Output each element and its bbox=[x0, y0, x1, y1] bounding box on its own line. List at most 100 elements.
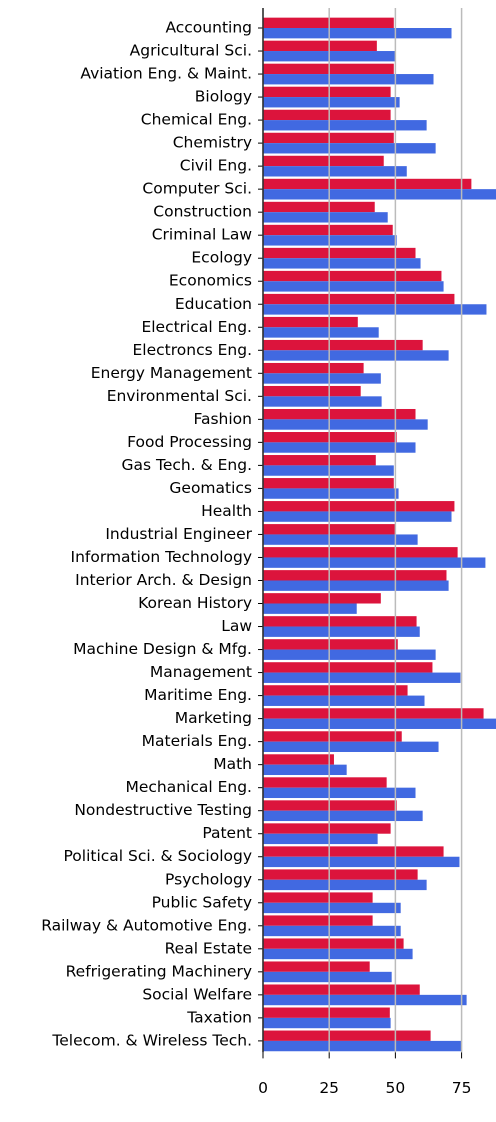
y-tick-label: Materials Eng. bbox=[142, 732, 252, 750]
bar bbox=[263, 350, 449, 361]
bar bbox=[263, 327, 379, 338]
y-tick-label: Education bbox=[175, 295, 252, 313]
bar bbox=[263, 339, 423, 351]
bar bbox=[263, 856, 460, 868]
bar bbox=[263, 557, 486, 568]
y-tick-label: Maritime Eng. bbox=[144, 686, 252, 704]
y-tick-label: Chemistry bbox=[173, 134, 252, 152]
bar bbox=[263, 293, 455, 305]
bar bbox=[263, 40, 377, 52]
bar bbox=[263, 1017, 391, 1029]
bar bbox=[263, 408, 416, 420]
bar bbox=[263, 685, 408, 696]
bar bbox=[263, 511, 452, 522]
y-tick-label: Political Sci. & Sociology bbox=[64, 847, 253, 865]
bar bbox=[263, 810, 423, 822]
bar bbox=[263, 224, 393, 236]
y-tick-label: Energy Management bbox=[91, 364, 252, 382]
bar bbox=[263, 580, 449, 591]
bar bbox=[263, 109, 391, 121]
bar bbox=[263, 166, 407, 177]
bar bbox=[263, 649, 436, 660]
y-tick-label: Environmental Sci. bbox=[107, 387, 252, 405]
y-tick-label: Marketing bbox=[175, 709, 252, 727]
x-tick-label: 25 bbox=[319, 1079, 339, 1097]
y-tick-label: Public Safety bbox=[152, 893, 252, 911]
bar bbox=[263, 984, 420, 995]
y-tick-label: Management bbox=[150, 663, 252, 681]
bar bbox=[263, 362, 364, 374]
bar bbox=[263, 948, 413, 960]
y-tick-label: Nondestructive Testing bbox=[74, 801, 252, 819]
bar bbox=[263, 455, 376, 466]
bar bbox=[263, 639, 398, 650]
bar bbox=[263, 593, 381, 604]
bar bbox=[263, 534, 418, 545]
y-tick-label: Electroncs Eng. bbox=[133, 341, 252, 359]
bar bbox=[263, 304, 487, 315]
bar bbox=[263, 478, 394, 489]
bar bbox=[263, 488, 399, 499]
y-tick-label: Telecom. & Wireless Tech. bbox=[51, 1031, 252, 1049]
bar bbox=[263, 741, 439, 752]
bar bbox=[263, 777, 387, 788]
bar bbox=[263, 1007, 390, 1018]
bar bbox=[263, 465, 394, 476]
bar bbox=[263, 823, 391, 834]
bar bbox=[263, 1030, 431, 1041]
y-tick-label: Psychology bbox=[165, 870, 252, 888]
y-tick-label: Korean History bbox=[138, 594, 252, 612]
bar bbox=[263, 892, 373, 903]
y-tick-label: Mechanical Eng. bbox=[125, 778, 252, 796]
bar bbox=[263, 915, 373, 926]
y-tick-label: Electrical Eng. bbox=[141, 318, 252, 336]
bar bbox=[263, 994, 467, 1006]
bar bbox=[263, 902, 401, 914]
bar bbox=[263, 442, 416, 453]
bar bbox=[263, 120, 427, 131]
bar bbox=[263, 201, 375, 213]
bar bbox=[263, 28, 452, 39]
y-tick-label: Computer Sci. bbox=[142, 180, 252, 198]
bar bbox=[263, 258, 421, 269]
y-tick-label: Railway & Automotive Eng. bbox=[41, 916, 252, 934]
y-tick-label: Law bbox=[221, 617, 252, 635]
bar bbox=[263, 419, 428, 430]
bar bbox=[263, 143, 436, 154]
x-tick-label: 0 bbox=[258, 1079, 268, 1097]
y-tick-label: Social Welfare bbox=[142, 985, 252, 1003]
y-tick-label: Machine Design & Mfg. bbox=[73, 640, 252, 658]
bar bbox=[263, 787, 416, 799]
y-tick-label: Food Processing bbox=[127, 433, 252, 451]
bar bbox=[263, 672, 461, 683]
bar bbox=[263, 63, 394, 75]
bar bbox=[263, 626, 420, 637]
y-tick-label: Civil Eng. bbox=[180, 157, 252, 175]
bar bbox=[263, 270, 442, 282]
y-tick-label: Economics bbox=[169, 272, 252, 290]
bar bbox=[263, 662, 433, 673]
y-tick-label: Ecology bbox=[191, 249, 252, 267]
bar bbox=[263, 754, 334, 765]
bar bbox=[263, 718, 496, 729]
bar bbox=[263, 189, 496, 200]
y-tick-label: Construction bbox=[153, 203, 252, 221]
bar bbox=[263, 961, 370, 972]
x-tick-label: 75 bbox=[452, 1079, 472, 1097]
bar bbox=[263, 212, 388, 223]
y-tick-label: Real Estate bbox=[165, 939, 252, 957]
y-tick-label: Accounting bbox=[165, 19, 252, 37]
bar bbox=[263, 833, 378, 845]
bar bbox=[263, 155, 384, 167]
bar bbox=[263, 17, 394, 29]
bar bbox=[263, 178, 472, 190]
y-tick-label: Chemical Eng. bbox=[141, 111, 252, 129]
y-tick-label: Interior Arch. & Design bbox=[75, 571, 252, 589]
bar bbox=[263, 247, 416, 259]
bar bbox=[263, 869, 418, 880]
y-tick-label: Health bbox=[201, 502, 252, 520]
y-tick-label: Fashion bbox=[193, 410, 252, 428]
y-tick-label: Math bbox=[213, 755, 252, 773]
y-tick-label: Gas Tech. & Eng. bbox=[122, 456, 252, 474]
